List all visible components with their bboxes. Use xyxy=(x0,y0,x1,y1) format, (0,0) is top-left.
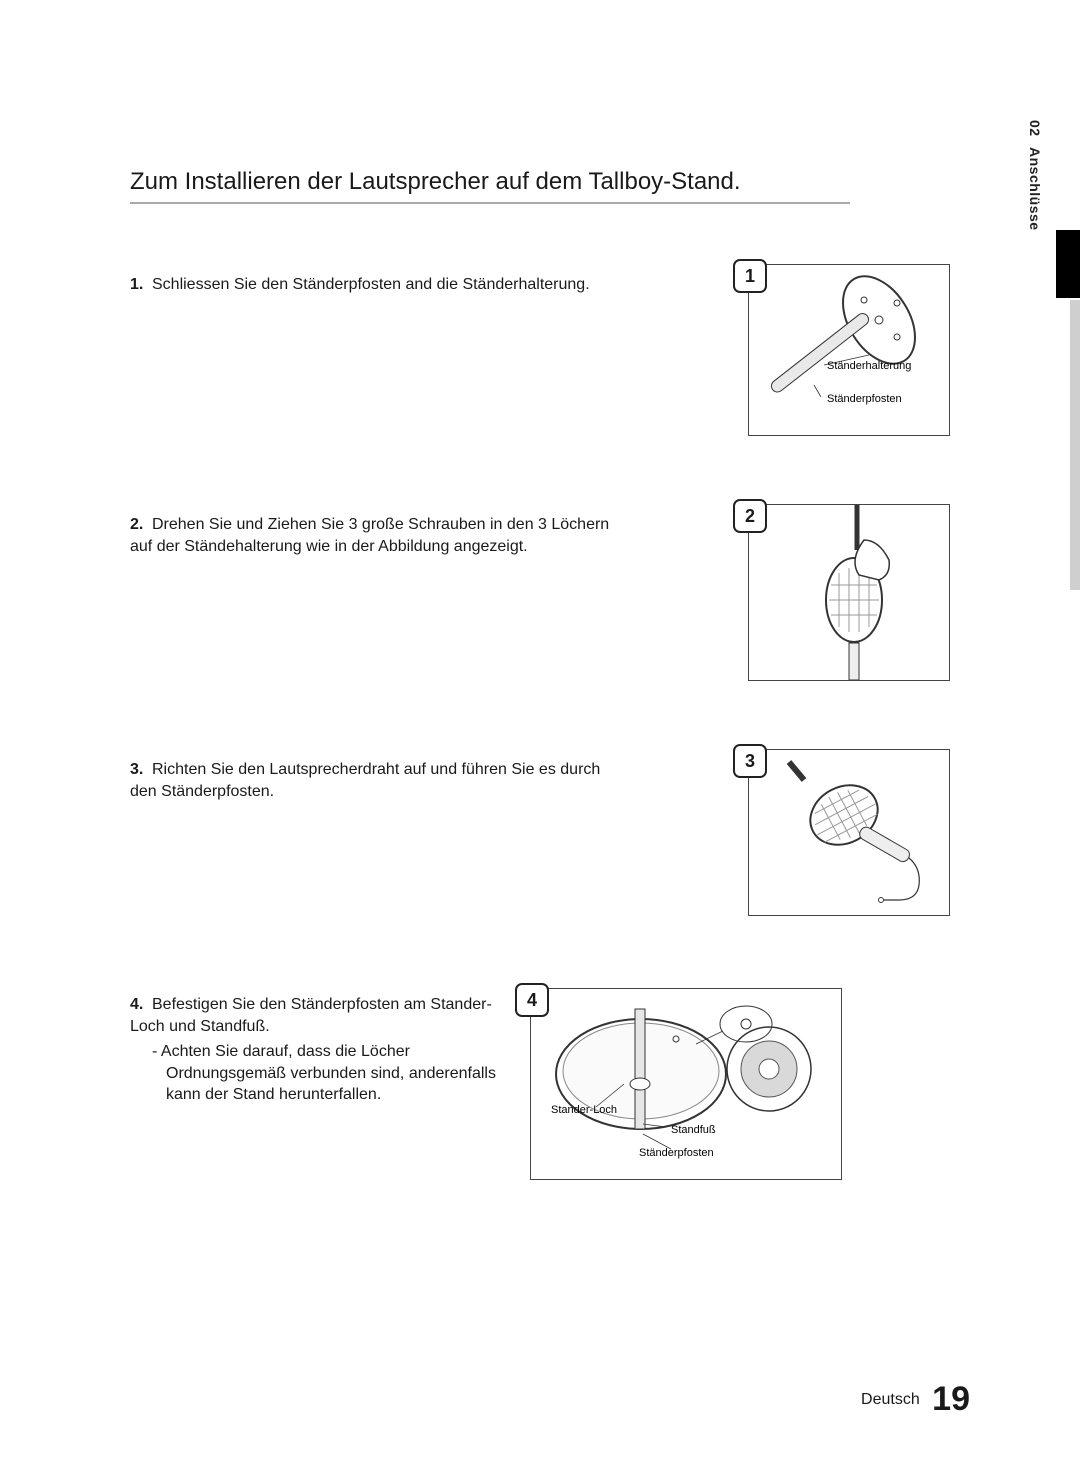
page-number: 19 xyxy=(932,1380,970,1418)
figure-label: Ständerpfosten xyxy=(827,393,902,405)
step-body: Drehen Sie und Ziehen Sie 3 große Schrau… xyxy=(130,516,609,555)
section-heading: Zum Installieren der Lautsprecher auf de… xyxy=(130,168,850,204)
figure-number-badge: 3 xyxy=(733,744,767,778)
figure-3: 3 xyxy=(748,749,950,916)
figure-label: Stander-Loch xyxy=(551,1104,617,1116)
step-4: 4.Befestigen Sie den Ständerpfosten am S… xyxy=(130,994,990,1194)
step-number: 1. xyxy=(130,274,152,296)
figure-label: Ständerhalterung xyxy=(827,360,911,372)
active-chapter-marker xyxy=(1056,230,1080,298)
step-text: 2.Drehen Sie und Ziehen Sie 3 große Schr… xyxy=(130,514,610,557)
instruction-steps: 1.Schliessen Sie den Ständerpfosten and … xyxy=(130,274,990,1194)
figure-number-badge: 2 xyxy=(733,499,767,533)
wire-thread-illustration xyxy=(749,750,949,915)
step-body: Befestigen Sie den Ständerpfosten am Sta… xyxy=(130,996,492,1035)
footer-language: Deutsch xyxy=(861,1391,920,1408)
figure-2: 2 xyxy=(748,504,950,681)
step-body: Schliessen Sie den Ständerpfosten and di… xyxy=(152,276,590,293)
figure-number-badge: 1 xyxy=(733,259,767,293)
step-3: 3.Richten Sie den Lautsprecherdraht auf … xyxy=(130,759,990,954)
step-number: 4. xyxy=(130,994,152,1016)
figure-4: 4 xyxy=(530,988,842,1180)
step-2: 2.Drehen Sie und Ziehen Sie 3 große Schr… xyxy=(130,514,990,719)
stand-base-illustration xyxy=(749,265,949,435)
step-text: 4.Befestigen Sie den Ständerpfosten am S… xyxy=(130,994,520,1106)
figure-number-badge: 4 xyxy=(515,983,549,1017)
chapter-name: Anschlüsse xyxy=(1027,147,1043,231)
step-number: 2. xyxy=(130,514,152,536)
chapter-side-tab: 02 Anschlüsse xyxy=(1010,120,1060,240)
figure-1: 1 Ständerhalterung Ständerpfosten xyxy=(748,264,950,436)
step-1: 1.Schliessen Sie den Ständerpfosten and … xyxy=(130,274,990,474)
step-text: 3.Richten Sie den Lautsprecherdraht auf … xyxy=(130,759,610,802)
step-body: Richten Sie den Lautsprecherdraht auf un… xyxy=(130,761,600,800)
screw-tighten-illustration xyxy=(749,505,949,680)
step-text: 1.Schliessen Sie den Ständerpfosten and … xyxy=(130,274,610,296)
figure-label: Standfuß xyxy=(671,1124,716,1136)
figure-label: Ständerpfosten xyxy=(639,1147,714,1159)
page-footer: Deutsch 19 xyxy=(861,1380,970,1419)
manual-page: 02 Anschlüsse Zum Installieren der Lauts… xyxy=(0,0,1080,1479)
step-sub: - Achten Sie darauf, dass die Löcher Ord… xyxy=(130,1041,520,1106)
step-number: 3. xyxy=(130,759,152,781)
chapter-strip xyxy=(1070,300,1080,590)
chapter-number: 02 xyxy=(1027,120,1043,137)
